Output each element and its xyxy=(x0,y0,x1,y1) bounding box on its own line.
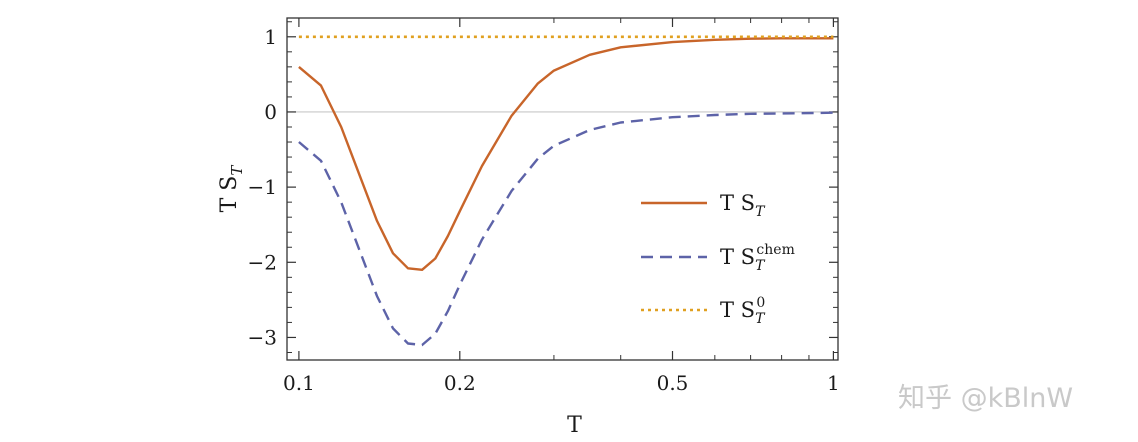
y-tick-label-2: −1 xyxy=(248,175,277,199)
x-tick-label-3: 1 xyxy=(827,371,840,395)
legend-label-2: T ST0 xyxy=(720,295,766,327)
y-tick-label-4: −3 xyxy=(248,325,277,349)
y-tick-label-3: −2 xyxy=(248,250,277,274)
y-axis-label: T ST xyxy=(217,165,246,213)
series-line-1 xyxy=(298,111,834,347)
plot-frame xyxy=(286,17,839,361)
legend-label-0: T ST xyxy=(720,191,766,220)
y-tick-label-1: 0 xyxy=(264,100,277,124)
y-tick-label-0: 1 xyxy=(264,25,277,49)
series-line-0 xyxy=(298,37,834,271)
x-tick-label-1: 0.2 xyxy=(444,371,476,395)
x-axis-label: T xyxy=(567,413,582,438)
watermark-text: 知乎 @kBlnW xyxy=(898,383,1074,414)
x-tick-label-0: 0.1 xyxy=(283,371,315,395)
legend-label-1: T STchem xyxy=(720,242,795,274)
x-tick-label-2: 0.5 xyxy=(657,371,689,395)
